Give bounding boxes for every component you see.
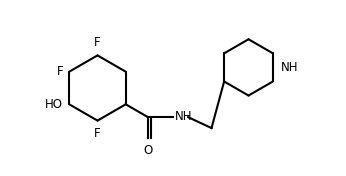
Text: O: O — [143, 144, 153, 157]
Text: F: F — [94, 127, 101, 140]
Text: NH: NH — [174, 110, 192, 123]
Text: HO: HO — [45, 98, 63, 111]
Text: F: F — [56, 65, 63, 78]
Text: NH: NH — [281, 61, 298, 74]
Text: F: F — [94, 36, 101, 49]
